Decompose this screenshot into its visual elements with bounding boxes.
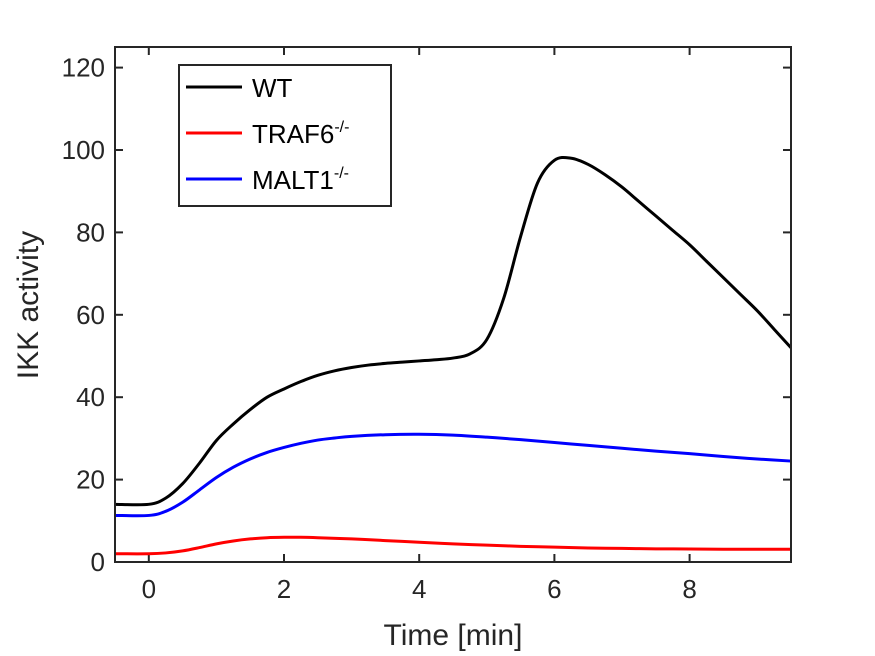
series-lines: [114, 155, 793, 556]
series-line-malt1: [114, 432, 792, 518]
x-tick-label: 6: [547, 574, 561, 604]
legend-label: TRAF6-/-: [252, 119, 349, 149]
x-axis-title: Time [min]: [384, 619, 523, 652]
legend-label: WT: [252, 73, 293, 103]
series-line-wt: [114, 155, 793, 507]
y-tick-label: 60: [76, 300, 105, 330]
plot-frame: [114, 46, 792, 563]
legend-label: MALT1-/-: [252, 165, 349, 195]
legend: WT TRAF6-/- MALT1-/-: [178, 64, 392, 207]
y-tick-label: 100: [62, 135, 105, 165]
y-tick-label: 0: [91, 547, 105, 577]
x-tick-label: 8: [682, 574, 696, 604]
series-line-traf6: [114, 535, 791, 556]
legend-label-superscript: -/-: [334, 165, 349, 182]
y-tick-label: 80: [76, 217, 105, 247]
y-tick-label: 20: [76, 465, 105, 495]
y-tick-label: 40: [76, 382, 105, 412]
x-tick-label: 2: [277, 574, 291, 604]
x-tick-label: 0: [142, 574, 156, 604]
x-tick-label: 4: [412, 574, 426, 604]
y-tick-label: 120: [62, 53, 105, 83]
legend-label-superscript: -/-: [334, 119, 349, 136]
y-axis-title: IKK activity: [12, 231, 45, 379]
